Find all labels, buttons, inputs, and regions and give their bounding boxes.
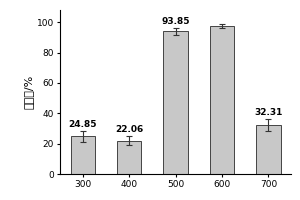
Bar [210,26,234,174]
Text: 22.06: 22.06 [115,125,143,134]
Text: 93.85: 93.85 [161,17,190,26]
Text: 32.31: 32.31 [254,108,283,117]
Text: 24.85: 24.85 [68,120,97,129]
Bar [256,125,280,174]
Bar [117,141,141,174]
Bar [164,31,188,174]
Bar [70,136,95,174]
Y-axis label: 去除率/%: 去除率/% [24,75,34,109]
